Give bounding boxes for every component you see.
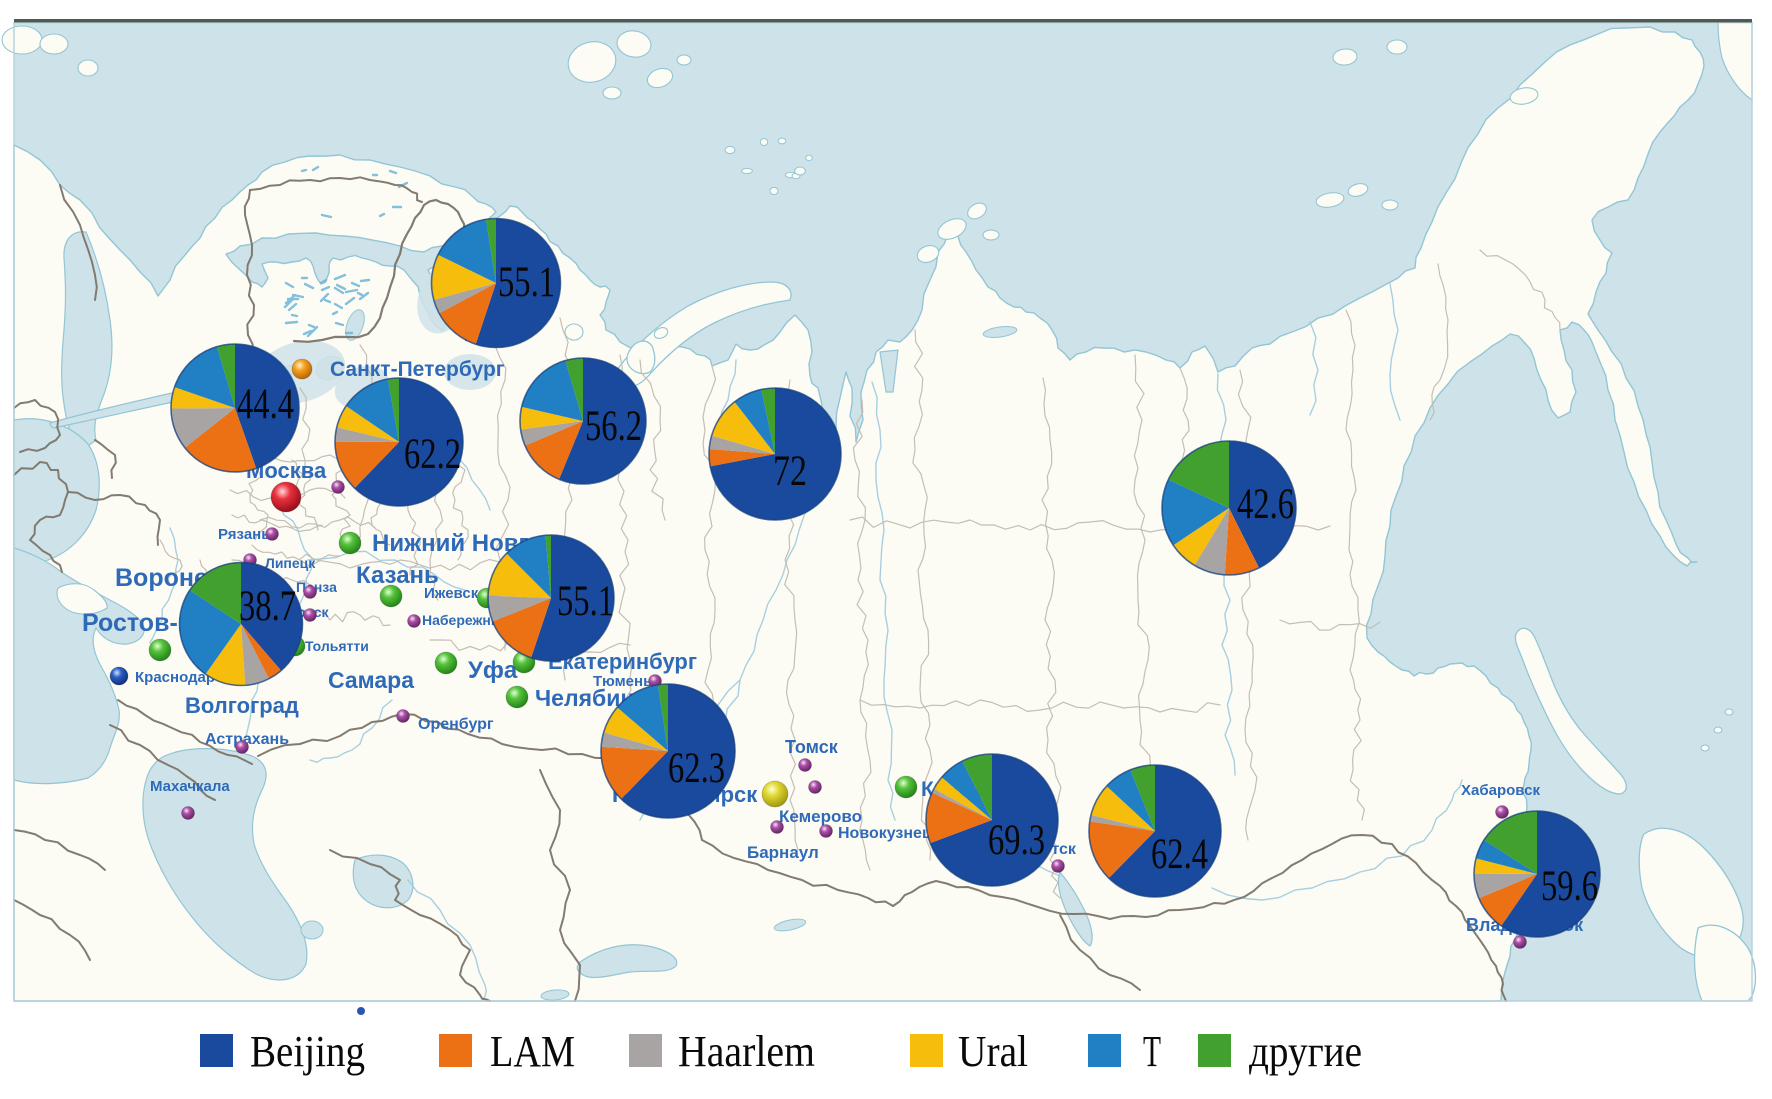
svg-text:Рязань: Рязань (218, 526, 270, 543)
svg-text:Хабаровск: Хабаровск (1461, 782, 1540, 799)
svg-text:69.3: 69.3 (988, 817, 1045, 864)
svg-text:Haarlem: Haarlem (678, 1027, 815, 1076)
svg-text:Тюмень: Тюмень (593, 673, 652, 690)
svg-text:56.2: 56.2 (585, 403, 642, 450)
svg-text:55.1: 55.1 (498, 259, 555, 306)
svg-text:Новокузнецк: Новокузнецк (838, 825, 941, 842)
svg-text:Тольятти: Тольятти (305, 638, 369, 654)
svg-text:Уфа: Уфа (468, 657, 518, 684)
svg-text:Санкт-Петербург: Санкт-Петербург (330, 358, 505, 381)
svg-text:59.6: 59.6 (1541, 863, 1598, 910)
svg-text:Томск: Томск (785, 737, 839, 757)
svg-text:Самара: Самара (328, 667, 414, 693)
svg-text:Краснодар: Краснодар (135, 669, 215, 686)
svg-text:62.3: 62.3 (668, 745, 725, 792)
svg-text:Астрахань: Астрахань (205, 731, 289, 748)
svg-text:Beijing: Beijing (250, 1027, 365, 1076)
svg-text:Набережные: Набережные (422, 612, 511, 628)
svg-text:72: 72 (773, 448, 807, 495)
svg-text:44.4: 44.4 (237, 381, 294, 428)
svg-text:Волгоград: Волгоград (185, 693, 299, 718)
svg-text:62.4: 62.4 (1151, 831, 1208, 878)
svg-text:LAM: LAM (490, 1027, 575, 1076)
svg-text:Казань: Казань (356, 562, 439, 589)
svg-text:62.2: 62.2 (404, 431, 461, 478)
svg-text:Ижевск: Ижевск (424, 585, 479, 602)
svg-text:42.6: 42.6 (1237, 481, 1294, 528)
svg-text:Ural: Ural (958, 1027, 1028, 1076)
svg-text:другие: другие (1249, 1027, 1362, 1076)
svg-text:55.1: 55.1 (557, 578, 614, 625)
svg-text:38.7: 38.7 (239, 583, 296, 630)
svg-text:Оренбург: Оренбург (418, 716, 494, 733)
svg-text:Липецк: Липецк (265, 555, 316, 571)
svg-text:Барнаул: Барнаул (747, 843, 819, 862)
svg-text:Кемерово: Кемерово (779, 807, 862, 826)
svg-text:Махачкала: Махачкала (150, 778, 230, 795)
svg-text:T: T (1143, 1027, 1161, 1076)
